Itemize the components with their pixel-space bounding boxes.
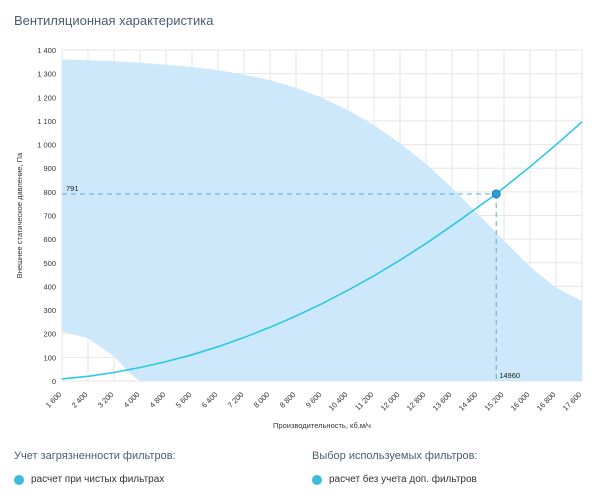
x-tick-label: 12 000 — [379, 390, 402, 413]
filter-choice-option[interactable]: расчет без учета доп. фильтров — [312, 474, 478, 485]
y-tick-label: 600 — [43, 235, 56, 244]
filter-contamination-heading: Учет загрязненности фильтров: — [14, 450, 176, 462]
x-axis-label: Производительность, кб.м/ч — [273, 421, 371, 430]
y-tick-label: 500 — [43, 259, 56, 268]
x-tick-label: 7 200 — [226, 390, 246, 410]
x-tick-label: 16 800 — [535, 390, 558, 413]
y-tick-label: 900 — [43, 164, 56, 173]
y-tick-label: 800 — [43, 188, 56, 197]
x-tick-label: 2 400 — [70, 390, 90, 410]
operating-flow-label: 14960 — [499, 371, 520, 380]
x-tick-label: 9 600 — [304, 390, 324, 410]
y-axis-label: Внешнее статическое давление, Па — [15, 152, 24, 278]
y-tick-label: 1 000 — [37, 141, 56, 150]
filter-contamination-option[interactable]: расчет при чистых фильтрах — [14, 474, 176, 485]
x-tick-label: 1 600 — [44, 390, 64, 410]
x-tick-label: 10 400 — [327, 390, 350, 413]
filter-choice-option-label: расчет без учета доп. фильтров — [329, 474, 477, 485]
x-tick-label: 5 600 — [174, 390, 194, 410]
filter-choice-group: Выбор используемых фильтров: расчет без … — [312, 450, 478, 485]
x-tick-label: 8 000 — [252, 390, 272, 410]
x-tick-label: 4 800 — [148, 390, 168, 410]
filter-contamination-group: Учет загрязненности фильтров: расчет при… — [14, 450, 176, 485]
x-tick-label: 12 800 — [405, 390, 428, 413]
filter-contamination-option-label: расчет при чистых фильтрах — [31, 474, 165, 485]
y-tick-label: 1 300 — [37, 70, 56, 79]
system-curve-line — [61, 121, 583, 380]
y-tick-label: 1 200 — [37, 93, 56, 102]
y-tick-label: 1 100 — [37, 117, 56, 126]
y-tick-label: 700 — [43, 212, 56, 221]
x-tick-label: 3 200 — [96, 390, 116, 410]
y-tick-label: 1 400 — [37, 46, 56, 55]
operating-pressure-label: 791 — [66, 184, 79, 193]
x-tick-label: 11 200 — [353, 390, 375, 412]
x-tick-label: 16 000 — [509, 390, 532, 413]
x-tick-label: 6 400 — [200, 390, 220, 410]
radio-selected-icon[interactable] — [312, 474, 322, 485]
y-tick-label: 100 — [43, 353, 56, 362]
chart-title: Вентиляционная характеристика — [14, 13, 214, 28]
y-tick-label: 400 — [43, 282, 56, 291]
y-tick-label: 300 — [43, 306, 56, 315]
radio-selected-icon[interactable] — [14, 474, 24, 485]
filter-choice-heading: Выбор используемых фильтров: — [312, 450, 478, 462]
fan-characteristic-chart: 0 100 200 300 400 500 600 700 800 900 1 000 1 100 1 … — [15, 46, 584, 430]
x-tick-label: 4 000 — [122, 390, 142, 410]
y-tick-label: 200 — [43, 330, 56, 339]
operating-point[interactable] — [491, 189, 501, 199]
x-tick-label: 17 600 — [561, 390, 584, 413]
y-tick-label: 0 — [52, 377, 56, 386]
x-tick-label: 13 600 — [431, 390, 454, 413]
x-tick-label: 8 800 — [278, 390, 298, 410]
operating-point-guides — [62, 193, 497, 381]
operating-area — [62, 59, 582, 381]
x-tick-label: 14 400 — [457, 390, 480, 413]
x-tick-label: 15 200 — [483, 390, 506, 413]
